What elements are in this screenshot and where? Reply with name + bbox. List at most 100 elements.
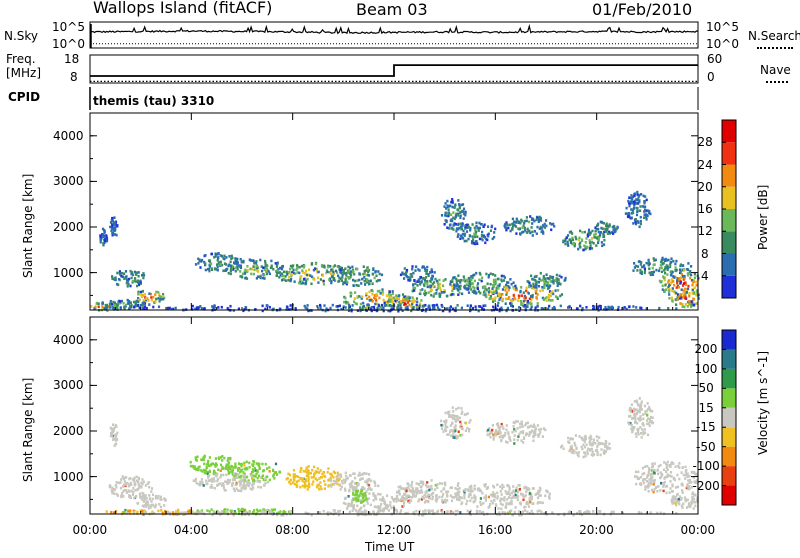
velocity-echo-cell [460, 423, 462, 426]
velocity-echo-cell [254, 467, 256, 470]
power-echo-cell [552, 293, 554, 296]
power-echo-cell [135, 273, 137, 276]
power-echo-cell [404, 299, 406, 302]
power-echo-cell [449, 223, 451, 226]
velocity-echo-cell [115, 443, 117, 446]
velocity-echo-cell [226, 464, 228, 467]
power-echo-cell [211, 253, 213, 256]
velocity-echo-cell [488, 496, 490, 499]
velocity-echo-cell [221, 510, 223, 513]
power-echo-cell [257, 270, 259, 273]
velocity-echo-cell [651, 476, 653, 479]
power-echo-cell [481, 277, 483, 280]
velocity-echo-cell [452, 406, 454, 409]
velocity-echo-cell [502, 511, 504, 514]
power-echo-cell [151, 299, 153, 302]
power-echo-cell [412, 301, 414, 304]
velocity-echo-cell [450, 434, 452, 437]
velocity-echo-cell [457, 510, 459, 513]
velocity-colorbar-swatch [722, 447, 736, 466]
velocity-echo-cell [311, 476, 313, 479]
velocity-echo-cell [635, 421, 637, 424]
power-echo-cell [406, 306, 408, 309]
power-echo-cell [455, 223, 457, 226]
velocity-echo-cell [318, 483, 320, 486]
velocity-echo-cell [140, 485, 142, 488]
velocity-echo-cell [223, 457, 225, 460]
velocity-echo-cell [348, 495, 350, 498]
velocity-echo-cell [150, 506, 152, 509]
velocity-echo-cell [527, 422, 529, 425]
velocity-echo-cell [530, 425, 532, 428]
power-echo-cell [457, 199, 459, 202]
velocity-echo-cell [350, 482, 352, 485]
velocity-echo-cell [427, 509, 429, 512]
power-echo-cell [677, 298, 679, 301]
velocity-echo-cell [458, 491, 460, 494]
velocity-echo-cell [257, 469, 259, 472]
power-echo-cell [296, 264, 298, 267]
velocity-echo-cell [113, 488, 115, 491]
velocity-echo-cell [410, 484, 412, 487]
velocity-echo-cell [648, 490, 650, 493]
power-echo-cell [348, 270, 350, 273]
velocity-echo-cell [686, 506, 688, 509]
velocity-echo-cell [578, 435, 580, 438]
power-echo-cell [475, 305, 477, 308]
power-echo-cell [544, 307, 546, 310]
velocity-echo-cell [425, 492, 427, 495]
velocity-echo-cell [454, 487, 456, 490]
power-echo-cell [303, 266, 305, 269]
power-echo-cell [424, 279, 426, 282]
velocity-echo-cell [374, 484, 376, 487]
power-echo-cell [453, 224, 455, 227]
velocity-echo-cell [431, 488, 433, 491]
velocity-echo-cell [311, 483, 313, 486]
power-echo-cell [334, 264, 336, 267]
power-echo-cell [411, 265, 413, 268]
velocity-echo-cell [688, 485, 690, 488]
velocity-echo-cell [293, 469, 295, 472]
power-echo-cell [162, 298, 164, 301]
velocity-echo-cell [467, 412, 469, 415]
velocity-echo-cell [352, 486, 354, 489]
power-echo-cell [541, 307, 543, 310]
velocity-echo-cell [449, 487, 451, 490]
velocity-echo-region [486, 420, 547, 445]
power-echo-cell [228, 255, 230, 258]
velocity-echo-cell [363, 505, 365, 508]
power-echo-cell [320, 278, 322, 281]
velocity-echo-cell [451, 500, 453, 503]
power-echo-cell [102, 301, 104, 304]
velocity-echo-cell [425, 500, 427, 503]
power-echo-cell [523, 222, 525, 225]
power-echo-cell [211, 305, 213, 308]
power-echo-cell [675, 270, 677, 273]
velocity-echo-cell [442, 493, 444, 496]
velocity-echo-cell [318, 471, 320, 474]
velocity-echo-cell [308, 478, 310, 481]
power-echo-cell [354, 291, 356, 294]
power-echo-cell [360, 282, 362, 285]
velocity-echo-cell [207, 460, 209, 463]
power-echo-cell [663, 262, 665, 265]
velocity-echo-cell [290, 479, 292, 482]
velocity-echo-cell [457, 418, 459, 421]
power-echo-cell [603, 239, 605, 242]
velocity-echo-cell [299, 478, 301, 481]
power-echo-cell [472, 286, 474, 289]
power-echo-cell [399, 307, 401, 310]
power-echo-cell [639, 205, 641, 208]
velocity-echo-cell [587, 453, 589, 456]
power-echo-cell [330, 269, 332, 272]
velocity-echo-cell [294, 474, 296, 477]
velocity-echo-cell [637, 429, 639, 432]
power-echo-cell [317, 277, 319, 280]
power-echo-cell [592, 305, 594, 308]
power-echo-cell [462, 233, 464, 236]
velocity-echo-cell [243, 462, 245, 465]
velocity-echo-cell [437, 483, 439, 486]
power-ytick-label: 3000 [53, 175, 84, 187]
power-echo-cell [286, 273, 288, 276]
velocity-echo-cell [678, 498, 680, 501]
